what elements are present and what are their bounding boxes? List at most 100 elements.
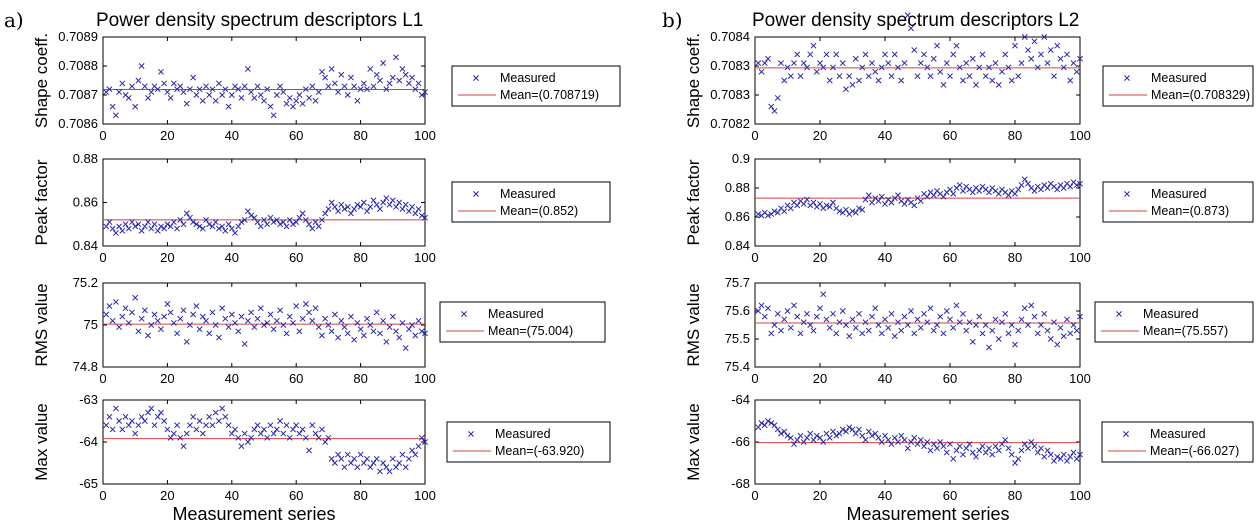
data-point <box>293 303 300 310</box>
data-point <box>911 434 918 441</box>
data-point <box>273 317 280 324</box>
x-tick-label: 0 <box>99 371 106 386</box>
data-point <box>328 328 335 335</box>
data-point <box>351 336 358 343</box>
data-point <box>947 73 953 80</box>
data-point <box>145 219 152 226</box>
data-point <box>1047 47 1054 54</box>
data-point <box>940 193 947 200</box>
data-point <box>409 447 416 454</box>
data-point <box>875 198 882 205</box>
data-point <box>1008 77 1015 84</box>
data-point <box>148 89 155 96</box>
data-point <box>878 193 885 200</box>
data-point <box>135 77 142 84</box>
x-tick-label: 80 <box>1008 128 1022 143</box>
data-point <box>1067 330 1074 337</box>
data-point <box>1038 322 1044 328</box>
data-point <box>898 327 905 334</box>
data-point <box>402 71 409 78</box>
data-point <box>924 439 931 445</box>
data-point <box>257 223 264 230</box>
x-tick-label: 60 <box>289 371 303 386</box>
data-point <box>849 208 856 215</box>
data-point <box>904 445 911 452</box>
data-point <box>251 426 258 433</box>
data-point <box>190 311 197 318</box>
data-point <box>380 317 387 324</box>
data-point <box>116 418 123 424</box>
x-tick-label: 100 <box>1069 250 1091 265</box>
data-point <box>164 426 171 433</box>
x-tick-label: 20 <box>813 371 827 386</box>
data-point <box>190 413 197 420</box>
data-point <box>158 68 164 75</box>
data-point <box>1041 34 1048 40</box>
data-point <box>888 199 895 206</box>
data-point <box>290 319 296 326</box>
data-point <box>367 464 374 471</box>
plot-frame <box>754 282 1081 368</box>
data-point <box>328 65 335 72</box>
data-point <box>1034 64 1041 71</box>
data-point <box>286 434 293 441</box>
data-point <box>164 89 171 96</box>
data-point <box>254 422 261 429</box>
data-point <box>872 305 879 312</box>
y-tick-label: 0.88 <box>725 180 750 195</box>
data-point <box>373 71 380 78</box>
data-point <box>856 310 862 317</box>
x-tick-label: 40 <box>878 250 892 265</box>
data-point <box>164 221 171 228</box>
legend: Measured Mean=(75.557) <box>1094 301 1254 343</box>
data-point <box>1073 68 1080 75</box>
data-point <box>1012 341 1018 348</box>
data-point <box>1051 73 1057 80</box>
data-point <box>109 426 116 433</box>
data-point <box>823 202 830 209</box>
data-point <box>344 203 351 210</box>
data-point <box>830 199 836 206</box>
data-point <box>270 326 277 333</box>
data-point <box>370 460 377 466</box>
y-tick-label: -68 <box>731 476 750 491</box>
data-point <box>129 219 135 226</box>
data-point <box>122 305 129 312</box>
data-point <box>341 206 348 212</box>
data-point <box>151 221 158 228</box>
data-point <box>989 451 996 458</box>
data-point <box>1021 34 1028 40</box>
data-point <box>804 310 810 317</box>
data-point <box>270 219 277 226</box>
data-point <box>1077 55 1083 62</box>
data-point <box>248 212 255 219</box>
data-point <box>865 73 872 80</box>
data-point <box>306 447 313 454</box>
y-axis-label: Shape coeff. <box>684 33 703 128</box>
data-point <box>794 436 801 443</box>
y-tick-label: 74.8 <box>73 359 98 374</box>
data-point <box>934 322 940 328</box>
data-point <box>125 422 132 429</box>
legend-box <box>1101 421 1254 463</box>
data-point <box>328 199 335 206</box>
data-point <box>885 324 892 331</box>
data-point <box>290 221 296 228</box>
data-point <box>826 434 833 441</box>
data-point <box>898 77 905 84</box>
data-point <box>177 216 184 223</box>
data-point <box>154 86 161 93</box>
data-point <box>380 199 387 206</box>
data-point <box>386 80 393 87</box>
data-point <box>141 307 148 314</box>
data-point <box>344 451 351 458</box>
data-point <box>950 190 957 197</box>
data-point <box>800 319 807 326</box>
data-point <box>389 74 396 81</box>
data-point <box>347 460 354 466</box>
legend-mean-label: Mean=(75.004) <box>488 324 573 338</box>
data-point <box>167 94 174 101</box>
x-tick-label: 80 <box>1008 488 1022 503</box>
data-point <box>901 436 908 443</box>
